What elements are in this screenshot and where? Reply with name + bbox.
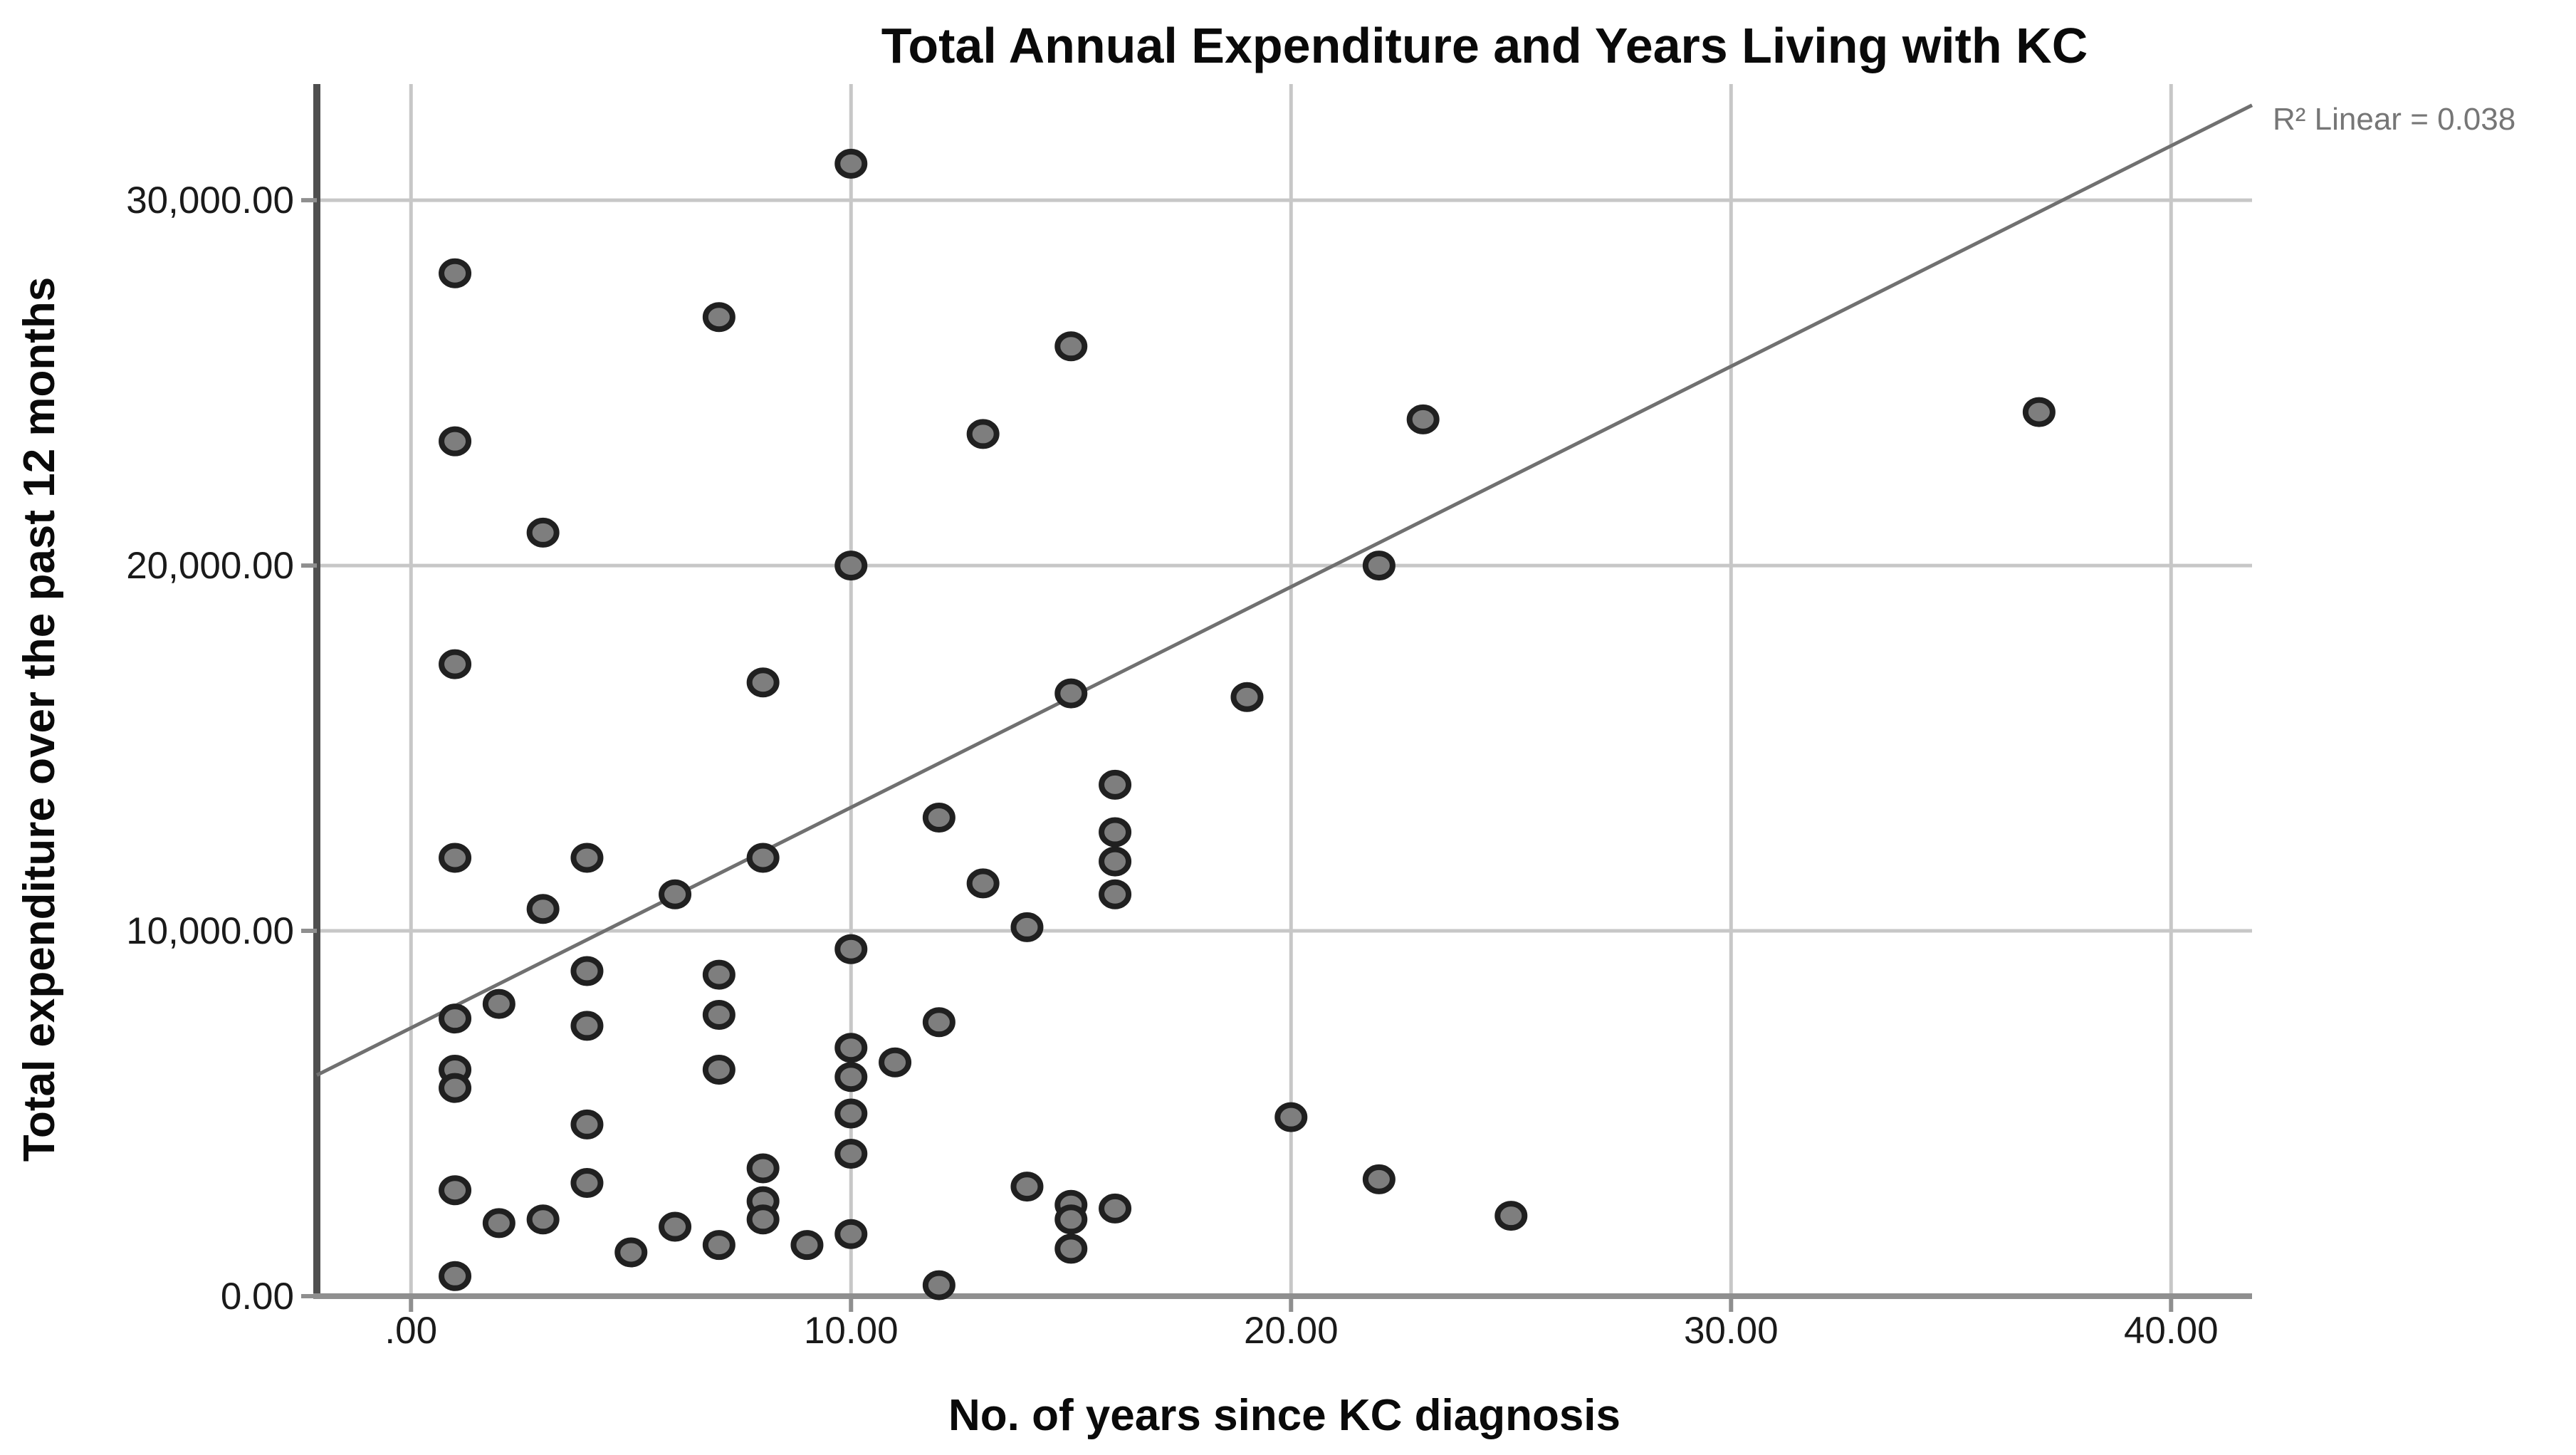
data-point: [482, 1208, 515, 1238]
data-point: [439, 649, 472, 679]
data-point: [834, 1138, 868, 1169]
data-point: [702, 959, 735, 990]
data-point: [439, 1003, 472, 1034]
data-point: [1099, 1193, 1132, 1224]
data-point: [659, 1211, 692, 1242]
data-point: [439, 1175, 472, 1206]
data-point: [966, 868, 1000, 899]
x-tick-label: 10.00: [804, 1310, 899, 1352]
data-point: [834, 1062, 868, 1092]
data-point: [922, 1270, 955, 1300]
r2-annotation: R² Linear = 0.038: [2273, 102, 2515, 137]
data-point: [1406, 404, 1440, 434]
data-point: [439, 1073, 472, 1103]
data-point: [1010, 912, 1044, 942]
y-tick-label: 20,000.00: [126, 545, 294, 587]
data-point: [570, 1109, 604, 1140]
data-point: [1054, 1234, 1088, 1264]
data-point: [439, 426, 472, 457]
data-point: [1099, 879, 1132, 909]
data-point: [1099, 846, 1132, 877]
data-point: [526, 1204, 560, 1235]
fit-line: [315, 103, 2253, 1077]
data-point: [879, 1047, 912, 1078]
data-point: [922, 803, 955, 833]
fit-line-layer: [315, 103, 2253, 1077]
tick-marks-and-labels: .00 10.00 20.00 30.00 40.00 0.00 10,000.00 20,0…: [126, 179, 2218, 1352]
y-tick-label: 10,000.00: [126, 910, 294, 952]
x-tick-label: 30.00: [1684, 1310, 1779, 1352]
data-point: [834, 148, 868, 179]
x-tick-label: 20.00: [1244, 1310, 1339, 1352]
data-point: [1362, 1164, 1396, 1194]
data-point: [1494, 1201, 1528, 1231]
data-point: [614, 1237, 648, 1268]
x-tick-label: .00: [384, 1310, 437, 1352]
data-point: [570, 956, 604, 986]
data-point: [702, 1000, 735, 1031]
data-point: [439, 258, 472, 288]
data-point: [1362, 551, 1396, 581]
y-tick-label: 30,000.00: [126, 179, 294, 221]
data-point: [746, 667, 780, 698]
data-point: [1054, 1204, 1088, 1235]
data-point: [439, 1261, 472, 1291]
data-point: [482, 989, 515, 1019]
data-point: [1099, 817, 1132, 848]
data-point: [1054, 331, 1088, 362]
data-point: [746, 843, 780, 873]
data-point: [746, 1204, 780, 1235]
data-point: [2022, 397, 2056, 427]
x-axis-title: No. of years since KC diagnosis: [948, 1391, 1621, 1440]
data-points-layer: [439, 148, 2056, 1300]
data-point: [702, 1054, 735, 1085]
data-point: [570, 1167, 604, 1198]
data-point: [790, 1230, 824, 1261]
y-tick-label: 0.00: [221, 1276, 294, 1318]
data-point: [922, 1007, 955, 1038]
data-point: [834, 551, 868, 581]
data-point: [570, 843, 604, 873]
chart-title: Total Annual Expenditure and Years Livin…: [881, 18, 2088, 73]
y-axis-title: Total expenditure over the past 12 month…: [15, 277, 64, 1162]
data-point: [570, 1011, 604, 1041]
data-point: [702, 302, 735, 333]
data-point: [834, 1098, 868, 1129]
data-point: [966, 419, 1000, 449]
data-point: [834, 934, 868, 964]
data-point: [1274, 1102, 1308, 1132]
data-point: [1054, 678, 1088, 709]
data-point: [702, 1230, 735, 1261]
gridlines: [317, 84, 2252, 1296]
data-point: [526, 894, 560, 924]
data-point: [659, 879, 692, 909]
data-point: [834, 1033, 868, 1063]
data-point: [1230, 682, 1264, 712]
x-tick-label: 40.00: [2124, 1310, 2219, 1352]
data-point: [1010, 1172, 1044, 1202]
data-point: [746, 1153, 780, 1184]
data-point: [1099, 769, 1132, 800]
axes: [313, 84, 2252, 1299]
data-point: [526, 517, 560, 548]
data-point: [439, 843, 472, 873]
data-point: [834, 1219, 868, 1249]
